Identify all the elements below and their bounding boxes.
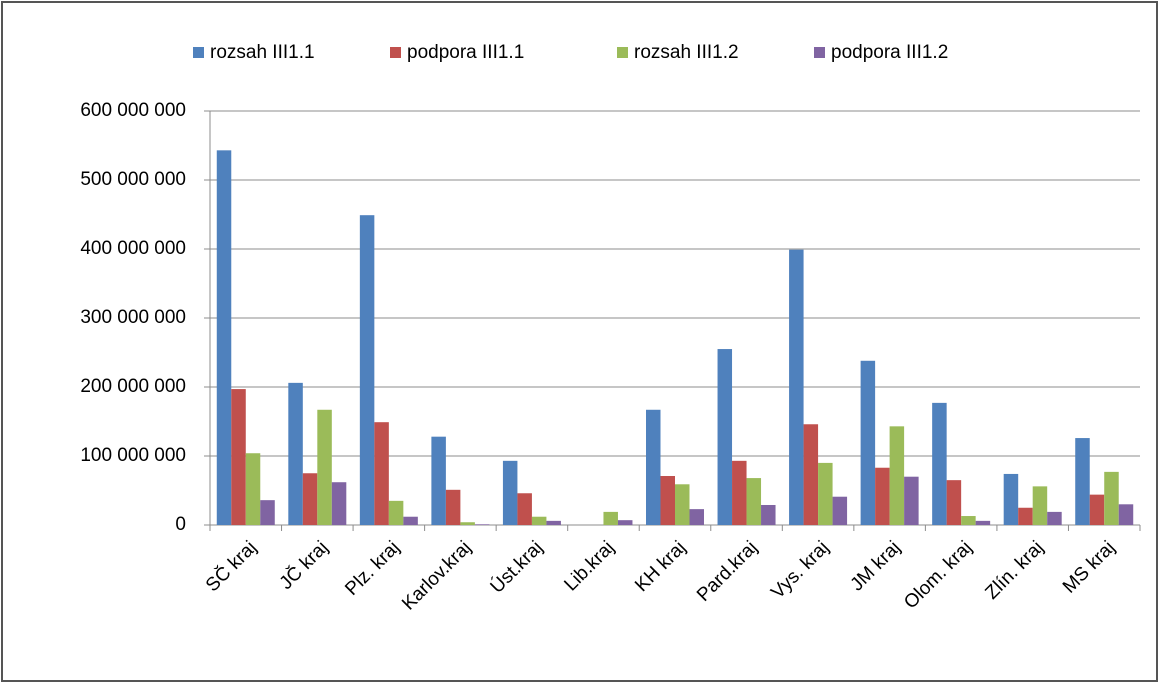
bar: [675, 484, 690, 525]
bar: [359, 215, 375, 525]
legend-label: podpora III1.2: [831, 42, 948, 63]
bar: [932, 402, 947, 525]
bar: [946, 480, 962, 525]
bar: [889, 426, 905, 525]
bar: [260, 500, 275, 525]
bar: [803, 424, 819, 525]
legend-label: podpora III1.1: [407, 42, 524, 63]
bar: [617, 520, 633, 525]
bar: [761, 504, 776, 525]
y-tick-label: 600 000 000: [80, 100, 186, 121]
bar: [474, 524, 490, 525]
legend-label: rozsah III1.2: [634, 42, 739, 63]
legend-swatch: [390, 47, 401, 58]
bar: [331, 482, 347, 525]
bar: [646, 409, 661, 525]
bar: [288, 382, 303, 525]
bar: [1047, 511, 1062, 525]
bar: [502, 460, 518, 525]
y-tick-label: 100 000 000: [80, 445, 186, 466]
bar: [818, 462, 833, 525]
bar: [317, 409, 332, 525]
bar: [660, 476, 675, 525]
bar: [1104, 471, 1119, 525]
legend-swatch: [193, 47, 204, 58]
legend-swatch: [617, 47, 628, 58]
bar: [388, 500, 404, 525]
bar: [374, 422, 389, 525]
y-tick-label: 0: [175, 514, 186, 535]
bar: [732, 460, 747, 525]
bar: [789, 249, 804, 525]
bar: [975, 520, 991, 525]
y-tick-label: 300 000 000: [80, 307, 186, 328]
bar: [531, 516, 547, 525]
bar: [517, 493, 532, 525]
bar: [1018, 507, 1033, 525]
bar: [216, 150, 232, 525]
bar: [1032, 486, 1048, 525]
y-tick-label: 400 000 000: [80, 238, 186, 259]
legend-label: rozsah III1.1: [210, 42, 315, 63]
bar: [1003, 473, 1019, 525]
bar: [1089, 494, 1105, 525]
bar: [1075, 438, 1090, 525]
bar: [717, 349, 733, 525]
bar: [403, 516, 418, 525]
bar: [460, 522, 475, 525]
legend-swatch: [814, 47, 825, 58]
bar: [904, 476, 919, 525]
bar: [445, 489, 461, 525]
y-tick-label: 200 000 000: [80, 376, 186, 397]
bar: [302, 473, 318, 525]
bar: [603, 511, 618, 525]
bar: [231, 389, 246, 525]
bar: [431, 436, 446, 525]
bar: [832, 496, 848, 525]
y-tick-label: 500 000 000: [80, 169, 186, 190]
bar: [689, 509, 704, 525]
bar: [860, 360, 876, 525]
bar: [875, 467, 890, 525]
bar: [546, 520, 561, 525]
bar: [1118, 504, 1134, 525]
bar: [245, 453, 261, 525]
bar: [746, 478, 762, 525]
bar: [961, 516, 976, 525]
